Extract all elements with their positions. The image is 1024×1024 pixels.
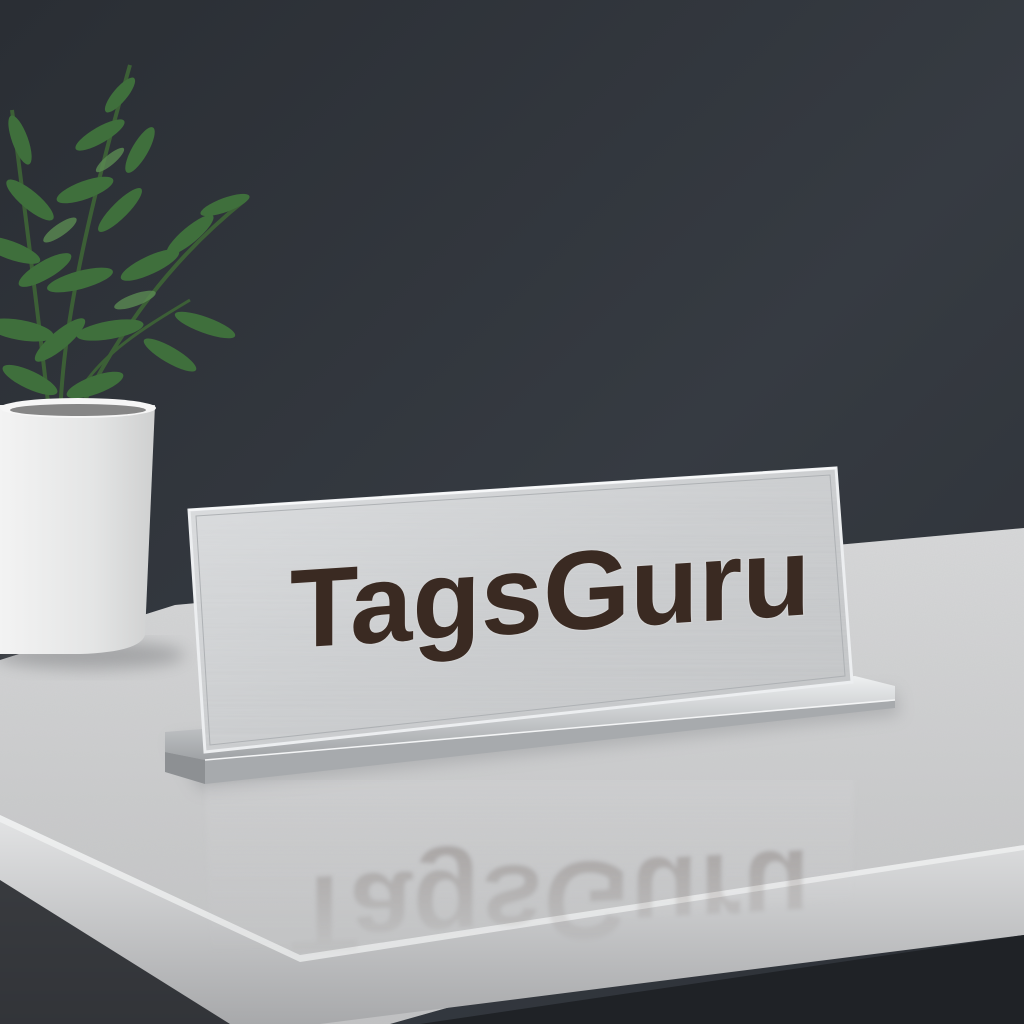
sign-reflection-text: TagsGuru: [290, 825, 811, 979]
name-plate: [187, 466, 854, 754]
plant-pot: [0, 398, 156, 654]
plant-foliage: [0, 64, 250, 421]
cabinet-shadow: [0, 880, 230, 1024]
counter-front-edge: [0, 815, 1024, 1024]
sign-reflection: TagsGuru: [205, 735, 855, 979]
